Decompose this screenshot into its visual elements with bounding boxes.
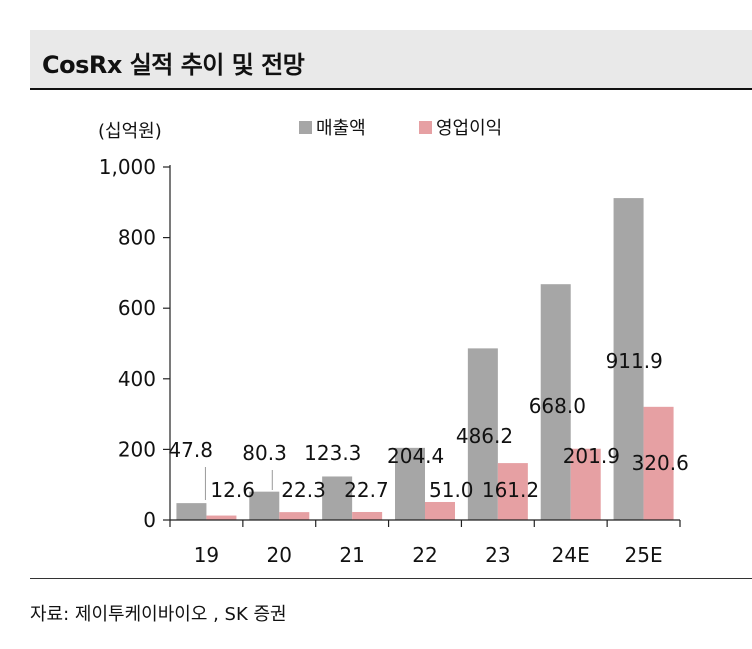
y-tick-label: 1,000 (99, 155, 156, 179)
x-tick-label: 23 (485, 543, 510, 567)
bar-op (206, 515, 237, 520)
data-label-op: 12.6 (210, 478, 255, 502)
x-tick-label: 20 (267, 543, 292, 567)
data-label-sales: 911.9 (606, 349, 663, 373)
bar-sales (249, 491, 280, 520)
bar-op (570, 448, 601, 520)
bar-op (497, 463, 528, 520)
legend-swatch-sales (299, 121, 312, 134)
bar-op (425, 501, 455, 520)
bar-sales (540, 284, 571, 520)
legend-label-op: 영업이익 (436, 118, 502, 139)
bar-sales (176, 503, 207, 520)
data-label-op: 51.0 (429, 478, 474, 502)
x-tick-label: 25E (625, 543, 663, 567)
bar-sales (613, 198, 644, 520)
data-label-op: 22.7 (344, 478, 389, 502)
data-label-op: 201.9 (563, 444, 620, 468)
y-tick-label: 800 (118, 226, 156, 250)
x-tick-label: 22 (412, 543, 437, 567)
data-label-sales: 80.3 (242, 441, 287, 465)
data-label-sales: 47.8 (168, 438, 213, 462)
bar-op (279, 512, 310, 520)
bottom-rule (30, 578, 752, 579)
data-label-sales: 204.4 (387, 444, 444, 468)
legend: 매출액 영업이익 (299, 118, 502, 139)
data-label-sales: 668.0 (529, 394, 586, 418)
chart-title: CosRx 실적 추이 및 전망 (42, 51, 305, 79)
y-tick-label: 600 (118, 296, 156, 320)
data-label-op: 161.2 (482, 478, 539, 502)
y-tick-label: 0 (143, 508, 156, 532)
bar-sales (395, 447, 425, 520)
legend-label-sales: 매출액 (316, 118, 366, 139)
x-tick-label: 21 (339, 543, 364, 567)
unit-label: (십억원) (98, 121, 162, 142)
data-label-sales: 486.2 (456, 424, 513, 448)
chart: 47.8 12.6 80.3 22.3 123.3 22.7 204.4 51.0 486.2 1… (98, 118, 689, 567)
x-tick-label: 24E (552, 543, 590, 567)
title-bar: CosRx 실적 추이 및 전망 (30, 30, 752, 90)
data-label-sales: 123.3 (304, 441, 361, 465)
source-note: 자료: 제이투케이바이오 , SK 증권 (30, 604, 287, 625)
bar-sales (322, 476, 353, 520)
bar-sales (467, 348, 498, 520)
y-tick-label: 400 (118, 367, 156, 391)
data-label-op: 22.3 (281, 478, 326, 502)
bar-op (643, 406, 674, 520)
bar-op (352, 511, 383, 520)
x-tick-label: 19 (194, 543, 219, 567)
data-label-op: 320.6 (632, 451, 689, 475)
legend-swatch-op (419, 121, 432, 134)
y-tick-label: 200 (118, 437, 156, 461)
